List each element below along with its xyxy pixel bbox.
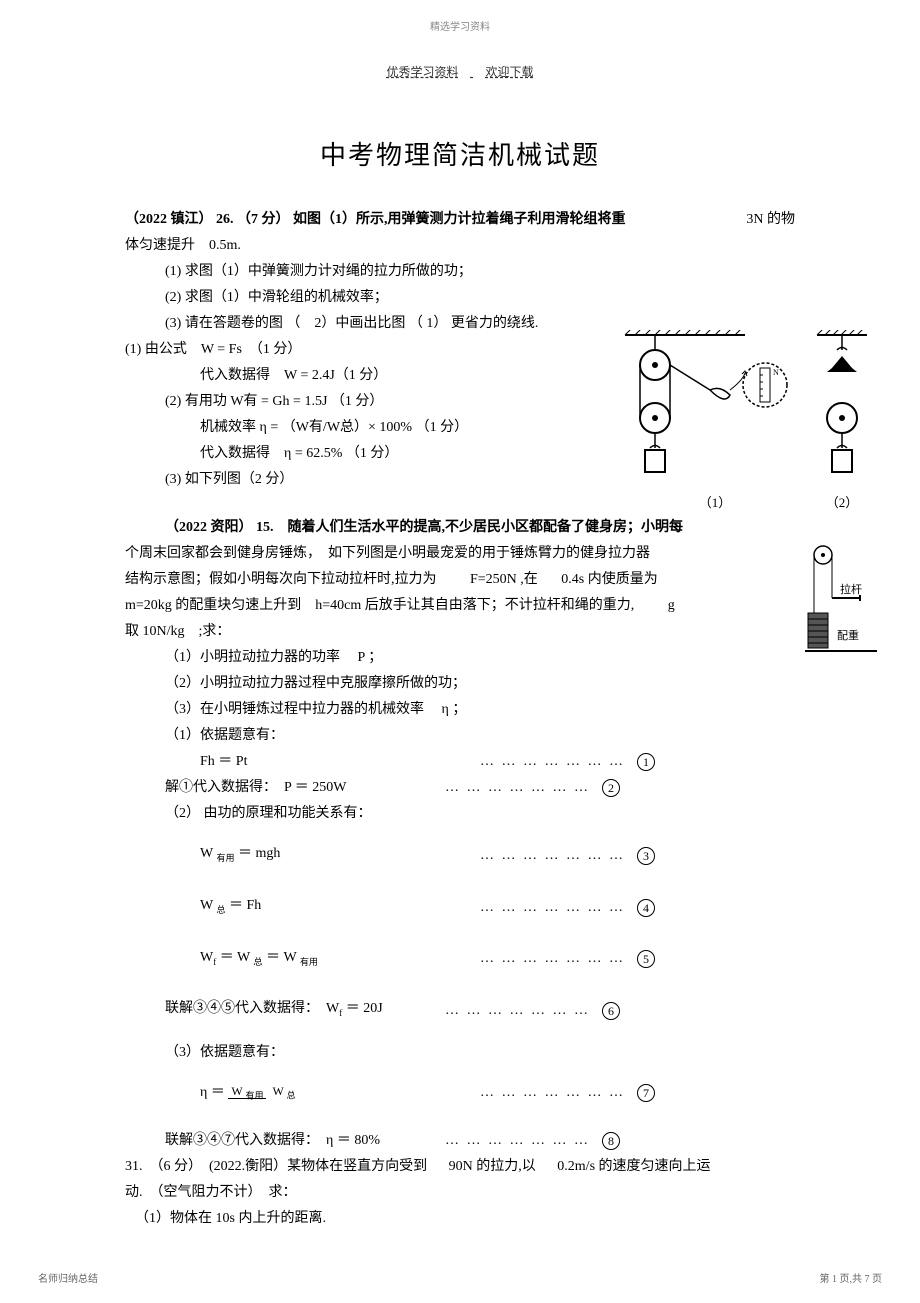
svg-text:拉杆: 拉杆 [840,582,862,596]
figure-2-label: （2） [812,492,872,511]
eq-num-5: 5 [637,950,655,968]
frac-num: W 有用 [228,1084,266,1099]
eq2-text: 解①代入数据得： P ＝ 250W [165,775,445,801]
q1-intro-line2: 体匀速提升 0.5m. [125,233,795,259]
q2-eq3: W 有用 ＝ mgh … … … … … … … 3 [125,841,795,871]
eq5-text: Wf ＝ W 总 ＝ W 有用 [200,945,480,975]
eq-num-4: 4 [637,899,655,917]
q2-eq6: 联解③④⑤代入数据得： Wf ＝ 20J … … … … … … … 6 [125,996,795,1026]
eq-num-3: 3 [637,847,655,865]
q2-p3b: F=250N ,在 [470,572,538,587]
q2-eq2: 解①代入数据得： P ＝ 250W … … … … … … … 2 [125,775,795,801]
pulley-figure-2: （2） [812,330,872,511]
exercise-machine-figure: 拉杆 配重 [805,543,880,668]
eq7-text: η ＝ W 有用 W 总 [200,1080,480,1106]
q2-a3: （3）依据题意有： [125,1040,795,1066]
q2-a2: （2） 由功的原理和功能关系有： [125,801,795,827]
eq-num-6: 6 [602,1002,620,1020]
q2-p3a: 结构示意图；假如小明每次向下拉动拉杆时,拉力为 [125,572,437,587]
watermark-header: 精选学习资料 [0,0,920,33]
q1-intro-b: 3N 的物 [746,207,795,233]
q2-eq5: Wf ＝ W 总 ＝ W 有用 … … … … … … … 5 [125,945,795,975]
eq-dots: … … … … … … … [480,749,625,775]
eq6-text: 联解③④⑤代入数据得： Wf ＝ 20J [165,996,445,1026]
svg-text:N: N [773,368,779,377]
q2-p3c: 0.4s 内使质量为 [561,572,657,587]
svg-text:配重: 配重 [837,628,859,642]
q2-s3: （3）在小明锤炼过程中拉力器的机械效率 η ； [125,697,795,723]
q2-p1-text: （2022 资阳） 15. 随着人们生活水平的提高,不少居民小区都配备了健身房；… [165,520,683,535]
q2-a1: （1）依据题意有： [125,723,795,749]
page-title: 中考物理简洁机械试题 [0,135,920,172]
q2-eq1: Fh ＝ Pt … … … … … … … 1 [125,749,795,775]
q3-p1b: 90N 的拉力,以 [449,1159,536,1174]
footer-right: 第 1 页,共 7 页 [820,1270,883,1285]
q3-s1: （1）物体在 10s 内上升的距离. [125,1206,795,1232]
eq-num-2: 2 [602,779,620,797]
eq8-text: 联解③④⑦代入数据得： η ＝ 80% [165,1128,445,1154]
eq-dots: … … … … … … … [480,843,625,869]
sub-header-right: 欢迎下载 [486,65,534,79]
eq-dots: … … … … … … … [445,775,590,801]
sub-header-left: 优秀学习资料 [386,65,458,79]
q2-p3: 结构示意图；假如小明每次向下拉动拉杆时,拉力为 F=250N ,在 0.4s 内… [125,567,795,593]
eq-dots: … … … … … … … [480,1080,625,1106]
q2-eq8: 联解③④⑦代入数据得： η ＝ 80% … … … … … … … 8 [125,1128,795,1154]
q2-p5: 取 10N/kg ;求： [125,619,795,645]
q2-p4: m=20kg 的配重块匀速上升到 h=40cm 后放手让其自由落下；不计拉杆和绳… [125,593,795,619]
eq-num-7: 7 [637,1084,655,1102]
q2-p4b: g [668,598,675,613]
q2-s1: （1）小明拉动拉力器的功率 P ； [125,645,795,671]
q3-p1a: 31. （6 分） (2022.衡阳）某物体在竖直方向受到 [125,1159,427,1174]
sub-header: 优秀学习资料 欢迎下载 [0,63,920,80]
frac-den: W 总 [269,1084,298,1098]
q2-s2: （2）小明拉动拉力器过程中克服摩擦所做的功； [125,671,795,697]
eq1-text: Fh ＝ Pt [200,749,480,775]
eq4-text: W 总 ＝ Fh [200,893,480,923]
pulley-figure-1: N （1） [615,330,815,511]
figure-1-label: （1） [615,492,815,511]
eq-num-1: 1 [637,753,655,771]
fraction: W 有用 W 总 [228,1084,298,1102]
q1-sub1: (1) 求图（1）中弹簧测力计对绳的拉力所做的功； [125,259,795,285]
eq-dots: … … … … … … … [445,1128,590,1154]
q1-intro-a: （2022 镇江） 26. （7 分） 如图（1）所示,用弹簧测力计拉着绳子利用… [125,212,626,227]
eq-dots: … … … … … … … [445,998,590,1024]
q3-p1c: 0.2m/s 的速度匀速向上运 [557,1159,710,1174]
q1-intro-line1: （2022 镇江） 26. （7 分） 如图（1）所示,用弹簧测力计拉着绳子利用… [125,207,795,233]
eq7-left: η ＝ [200,1085,225,1100]
q3-p2: 动. （空气阻力不计） 求： [125,1180,795,1206]
q2-p2: 个周末回家都会到健身房锤炼， 如下列图是小明最宠爱的用于锤炼臂力的健身拉力器 [125,541,795,567]
eq-dots: … … … … … … … [480,895,625,921]
q2-eq7: η ＝ W 有用 W 总 … … … … … … … 7 [125,1080,795,1106]
q2-p4a: m=20kg 的配重块匀速上升到 h=40cm 后放手让其自由落下；不计拉杆和绳… [125,598,634,613]
q2-eq4: W 总 ＝ Fh … … … … … … … 4 [125,893,795,923]
footer-left: 名师归纳总结 [38,1270,98,1285]
eq-dots: … … … … … … … [480,946,625,972]
eq-num-8: 8 [602,1132,620,1150]
q2-p1: （2022 资阳） 15. 随着人们生活水平的提高,不少居民小区都配备了健身房；… [125,515,795,541]
q1-sub2: (2) 求图（1）中滑轮组的机械效率； [125,285,795,311]
q3-p1: 31. （6 分） (2022.衡阳）某物体在竖直方向受到 90N 的拉力,以 … [125,1154,795,1180]
eq3-text: W 有用 ＝ mgh [200,841,480,871]
